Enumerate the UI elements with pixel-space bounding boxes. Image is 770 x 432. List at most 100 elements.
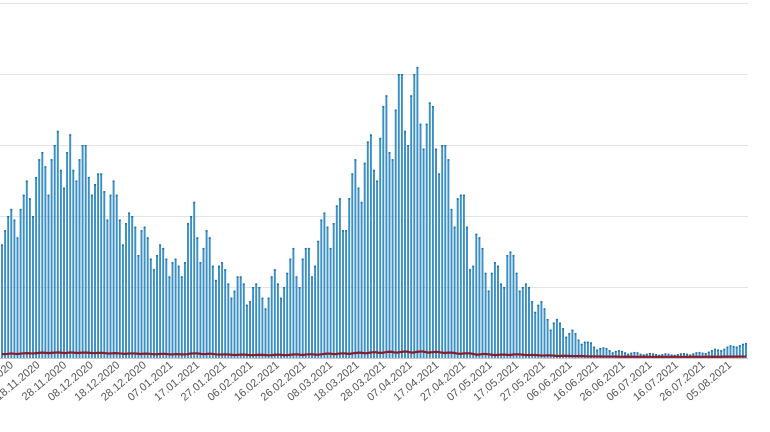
bar-cap-124 — [385, 95, 388, 97]
bar-cap-187 — [580, 343, 583, 346]
bar-142 — [441, 145, 444, 358]
bar-cap-65 — [202, 247, 205, 250]
bar-72 — [224, 269, 227, 358]
bar-190 — [590, 342, 592, 358]
bar-204 — [633, 351, 636, 358]
bar-140 — [435, 148, 437, 358]
bar-199 — [617, 350, 620, 358]
bar-114 — [354, 159, 357, 358]
bar-cap-99 — [307, 247, 310, 250]
bar-31 — [97, 173, 100, 358]
bar-195 — [605, 348, 608, 358]
bar-cap-46 — [143, 226, 146, 229]
bar-cap-190 — [590, 342, 592, 344]
bar-95 — [295, 276, 298, 358]
bar-cap-205 — [636, 352, 639, 354]
bar-cap-164 — [509, 251, 512, 253]
bar-18 — [56, 130, 59, 358]
bar-162 — [503, 287, 506, 358]
bar-108 — [335, 205, 338, 358]
bar-73 — [227, 283, 230, 358]
bar-54 — [168, 276, 171, 358]
bar-105 — [326, 226, 329, 358]
bar-cap-39 — [121, 244, 124, 246]
bar-83 — [258, 287, 261, 358]
bar-90 — [280, 297, 282, 358]
bar-36 — [112, 180, 115, 358]
bar-cap-182 — [565, 336, 568, 339]
bar-78 — [242, 283, 245, 358]
bar-166 — [515, 272, 518, 358]
bar-cap-94 — [292, 247, 295, 250]
bar-cap-28 — [87, 176, 90, 179]
bar-cap-208 — [645, 353, 648, 356]
bar-cap-73 — [227, 283, 230, 285]
bar-cap-151 — [469, 269, 472, 271]
bar-86 — [267, 297, 270, 358]
bar-171 — [531, 301, 534, 358]
bar-cap-146 — [453, 226, 456, 229]
bar-cap-58 — [180, 276, 183, 278]
bar-96 — [298, 287, 301, 358]
bar-80 — [249, 301, 251, 358]
bar-cap-174 — [540, 301, 543, 303]
bar-cap-132 — [410, 95, 413, 97]
bar-235 — [729, 345, 732, 358]
bar-cap-218 — [676, 354, 679, 356]
bar-cap-98 — [304, 247, 307, 250]
bar-62 — [193, 201, 196, 358]
bar-67 — [208, 237, 211, 358]
bar-cap-141 — [438, 173, 441, 175]
bar-154 — [478, 237, 481, 358]
bar-cap-0 — [1, 244, 3, 246]
bar-205 — [636, 352, 639, 358]
bar-160 — [497, 265, 499, 358]
bar-13 — [41, 152, 44, 358]
bar-74 — [230, 297, 233, 358]
bar-cap-121 — [376, 180, 379, 182]
bar-cap-48 — [149, 258, 152, 261]
bar-230 — [714, 348, 716, 358]
bar-cap-36 — [112, 180, 115, 182]
bar-cap-194 — [602, 347, 605, 349]
bar-124 — [385, 95, 388, 359]
bar-240 — [745, 343, 747, 358]
bar-119 — [369, 134, 372, 358]
bar-110 — [342, 230, 344, 358]
bar-cap-55 — [171, 262, 174, 264]
bar-226 — [701, 352, 704, 358]
bar-24 — [75, 180, 78, 358]
bar-236 — [732, 345, 735, 358]
bar-231 — [717, 349, 720, 358]
bar-161 — [500, 283, 503, 358]
bar-cap-230 — [714, 348, 716, 351]
bar-200 — [621, 350, 623, 358]
bar-cap-113 — [351, 173, 354, 175]
bar-cap-144 — [447, 159, 450, 161]
bar-182 — [565, 336, 568, 358]
bar-cap-7 — [22, 194, 25, 197]
bar-77 — [239, 276, 242, 358]
bar-237 — [735, 346, 738, 358]
bar-149 — [462, 194, 465, 358]
bar-cap-178 — [552, 322, 555, 324]
bar-191 — [593, 346, 596, 358]
bar-cap-206 — [639, 353, 642, 356]
bar-cap-171 — [531, 301, 534, 303]
bar-123 — [382, 105, 385, 358]
bar-cap-17 — [53, 145, 56, 147]
bar-239 — [741, 343, 744, 358]
bar-cap-235 — [729, 345, 732, 347]
bar-cap-57 — [177, 265, 180, 268]
bar-cap-173 — [537, 304, 540, 307]
bar-159 — [493, 262, 496, 358]
bar-189 — [586, 341, 589, 358]
bar-65 — [202, 247, 205, 358]
bar-88 — [273, 269, 276, 358]
bar-cap-111 — [345, 230, 348, 232]
bar-45 — [140, 230, 143, 358]
bar-cap-15 — [47, 194, 50, 197]
bar-82 — [255, 283, 258, 358]
bar-cap-69 — [214, 279, 217, 282]
